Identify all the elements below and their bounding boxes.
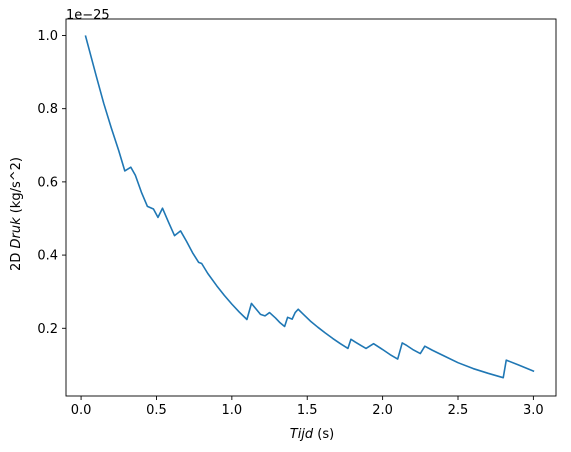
x-tick-label: 0.0 — [71, 403, 92, 418]
x-axis-label: Tijd (s) — [290, 427, 334, 442]
x-tick-label: 2.0 — [372, 403, 393, 418]
y-tick-label: 0.6 — [37, 175, 58, 190]
y-tick-label: 1.0 — [37, 29, 58, 44]
x-axis-label-unit: (s) — [313, 427, 334, 442]
y-axis-label-prefix: 2D — [9, 249, 24, 271]
y-axis-label: 2D Druk (kg/s^2) — [9, 157, 24, 271]
series-line-1 — [84, 35, 535, 379]
y-axis-label-unit: (kg/s^2) — [9, 157, 24, 217]
y-tick-label: 0.4 — [37, 249, 58, 264]
x-axis-label-italic: Tijd — [290, 427, 314, 442]
y-tick-label: 0.8 — [37, 102, 58, 117]
plot-area: 0.0 0.5 1.0 1.5 2.0 2.5 3.0 0.2 0.4 0.6 0.8 1.0 — [37, 18, 557, 418]
y-axis-label-italic: Druk — [9, 217, 24, 249]
x-tick-label: 2.5 — [448, 403, 469, 418]
x-tick-label: 1.5 — [297, 403, 318, 418]
y-offset-text: 1e−25 — [66, 8, 110, 23]
axes-frame — [65, 18, 557, 397]
x-tick-label: 0.5 — [146, 403, 167, 418]
x-tick-label: 1.0 — [222, 403, 243, 418]
y-tick-label: 0.2 — [37, 322, 58, 337]
x-tick-label: 3.0 — [523, 403, 544, 418]
